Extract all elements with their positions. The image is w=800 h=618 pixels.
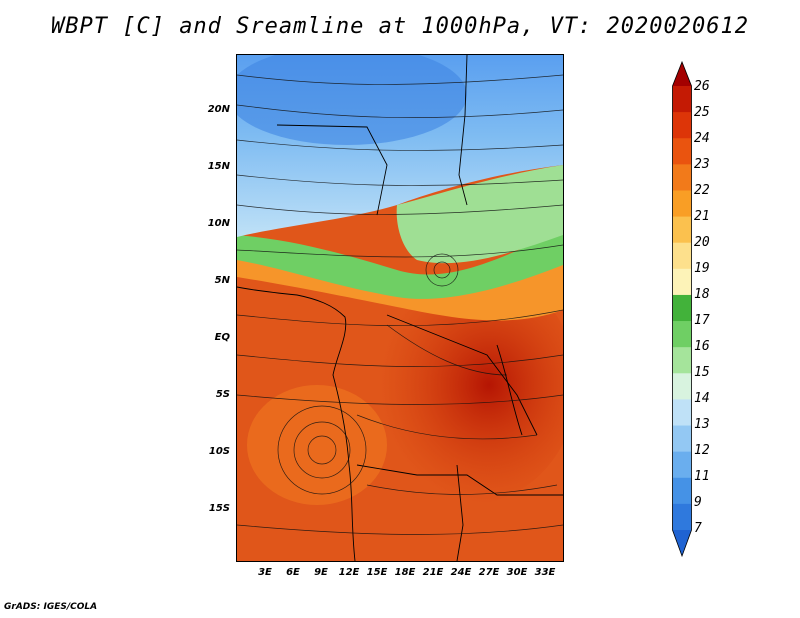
colorbar-segment <box>672 530 692 556</box>
streamlines <box>237 74 563 535</box>
colorbar-label: 25 <box>694 105 710 120</box>
colorbar-segment <box>672 425 692 453</box>
colorbar-segment <box>672 294 692 322</box>
colorbar-label: 13 <box>694 417 710 432</box>
lon-label-12e: 12E <box>338 567 360 578</box>
colorbar-segment <box>672 216 692 244</box>
colorbar-segment <box>672 190 692 217</box>
colorbar-outline <box>672 60 692 558</box>
colorbar-label: 19 <box>694 261 710 276</box>
lat-label-eq: EQ <box>214 332 230 343</box>
lon-label-6e: 6E <box>286 567 300 578</box>
colorbar-segment <box>672 321 692 348</box>
grads-credit: GrADS: IGES/COLA <box>4 602 98 612</box>
lat-label-5n: 5N <box>214 275 230 286</box>
green-band <box>237 230 563 299</box>
colorbar <box>672 60 692 558</box>
colorbar-label: 21 <box>694 209 710 224</box>
lat-label-10s: 10S <box>208 446 230 457</box>
lon-label-3e: 3E <box>258 567 272 578</box>
colorbar-segments <box>672 62 692 556</box>
colorbar-label: 7 <box>694 521 702 536</box>
colorbar-segment <box>672 477 692 505</box>
chart-title: WBPT [C] and Sreamline at 1000hPa, VT: 2… <box>50 14 749 39</box>
colorbar-label: 14 <box>694 391 710 406</box>
colorbar-label: 9 <box>694 495 702 510</box>
colorbar-segment <box>672 503 692 531</box>
lat-label-5s: 5S <box>215 389 230 400</box>
lon-label-15e: 15E <box>366 567 388 578</box>
colorbar-label: 15 <box>694 365 710 380</box>
warm-swirl <box>247 385 387 505</box>
colorbar-segment <box>672 112 692 139</box>
colorbar-label: 18 <box>694 287 710 302</box>
colorbar-label: 16 <box>694 339 710 354</box>
lat-label-15n: 15N <box>207 161 230 172</box>
lon-label-30e: 30E <box>506 567 528 578</box>
colorbar-segment <box>672 242 692 270</box>
colorbar-label: 23 <box>694 157 710 172</box>
colorbar-label: 11 <box>694 469 710 484</box>
map-field <box>237 55 563 561</box>
lat-label-20n: 20N <box>207 104 230 115</box>
lon-label-33e: 33E <box>534 567 556 578</box>
lon-label-27e: 27E <box>478 567 500 578</box>
colorbar-label: 22 <box>694 183 710 198</box>
colorbar-segment <box>672 268 692 296</box>
map-panel <box>236 54 564 562</box>
lat-label-10n: 10N <box>207 218 230 229</box>
colorbar-segment <box>672 347 692 374</box>
colorbar-segment <box>672 164 692 191</box>
lon-label-18e: 18E <box>394 567 416 578</box>
cold-patch <box>237 55 467 145</box>
lon-label-24e: 24E <box>450 567 472 578</box>
hot-core <box>357 265 563 505</box>
green-patch <box>396 165 563 264</box>
colorbar-label: 17 <box>694 313 710 328</box>
colorbar-segment <box>672 62 692 86</box>
colorbar-label: 20 <box>694 235 710 250</box>
lon-label-21e: 21E <box>422 567 444 578</box>
lon-label-9e: 9E <box>314 567 328 578</box>
colorbar-segment <box>672 86 692 113</box>
colorbar-label: 24 <box>694 131 710 146</box>
colorbar-label: 26 <box>694 79 710 94</box>
colorbar-segment <box>672 138 692 165</box>
colorbar-label: 12 <box>694 443 710 458</box>
colorbar-segment <box>672 399 692 426</box>
lat-label-15s: 15S <box>208 503 230 514</box>
colorbar-segment <box>672 373 692 400</box>
colorbar-segment <box>672 451 692 479</box>
